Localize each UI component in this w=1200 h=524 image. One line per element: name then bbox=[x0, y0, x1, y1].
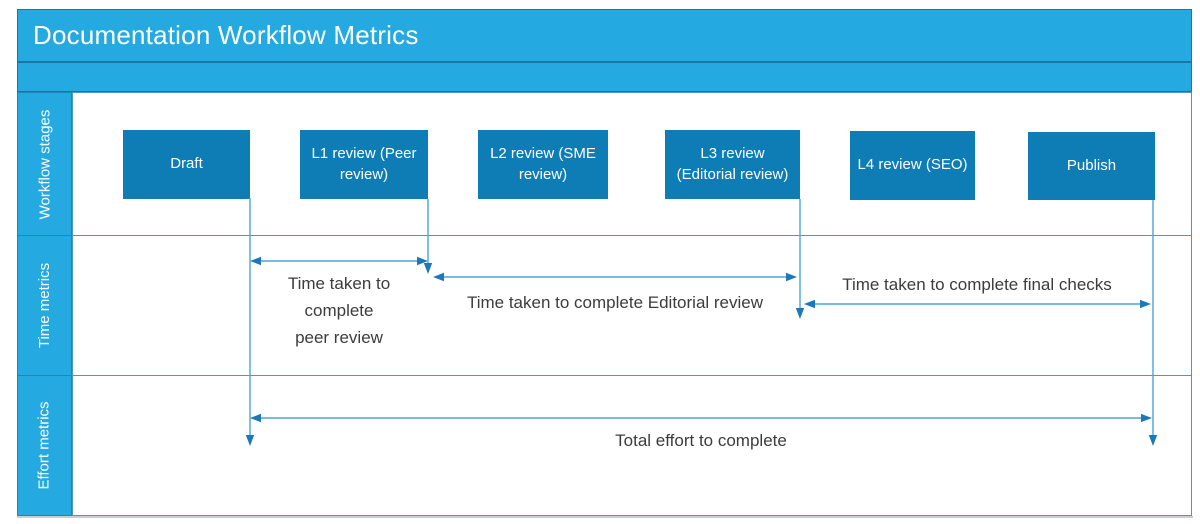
lane-label-text: Effort metrics bbox=[36, 401, 54, 490]
lane-effort-metrics bbox=[72, 375, 1192, 516]
metric-label-editorial-review: Time taken to complete Editorial review bbox=[466, 293, 764, 312]
metric-label-final-checks: Time taken to complete final checks bbox=[842, 275, 1112, 294]
stage-box-l2-review: L2 review (SME review) bbox=[478, 130, 608, 199]
banner-subheader-strip bbox=[17, 62, 1192, 92]
lane-label-text: Time metrics bbox=[36, 262, 53, 349]
lane-label-time-metrics: Time metrics bbox=[17, 235, 72, 376]
stage-box-l4-review: L4 review (SEO) bbox=[850, 131, 975, 200]
bottom-shadow-edge bbox=[17, 516, 1193, 518]
stage-label: Publish bbox=[1066, 156, 1117, 174]
stage-label: L3 review (Editorial review) bbox=[676, 145, 789, 183]
lane-label-effort-metrics: Effort metrics bbox=[17, 375, 72, 516]
stage-label: Draft bbox=[170, 155, 203, 173]
metric-label-peer-review: Time taken to complete peer review bbox=[287, 274, 391, 347]
stage-label: L4 review (SEO) bbox=[857, 156, 968, 174]
lane-label-text: Workflow stages bbox=[36, 109, 54, 219]
page-title: Documentation Workflow Metrics bbox=[33, 20, 419, 50]
stage-box-l1-review: L1 review (Peer review) bbox=[300, 130, 428, 199]
stage-box-l3-review: L3 review (Editorial review) bbox=[665, 130, 800, 199]
stage-label: L1 review (Peer review) bbox=[311, 145, 417, 183]
title-banner: Documentation Workflow Metrics bbox=[17, 9, 1192, 62]
stage-box-publish: Publish bbox=[1028, 132, 1155, 200]
lane-label-workflow-stages: Workflow stages bbox=[17, 92, 72, 236]
lane-workflow-stages bbox=[72, 92, 1192, 236]
stage-label: L2 review (SME review) bbox=[490, 145, 596, 183]
metric-label-total-effort: Total effort to complete bbox=[615, 431, 787, 450]
stage-box-draft: Draft bbox=[123, 130, 250, 199]
